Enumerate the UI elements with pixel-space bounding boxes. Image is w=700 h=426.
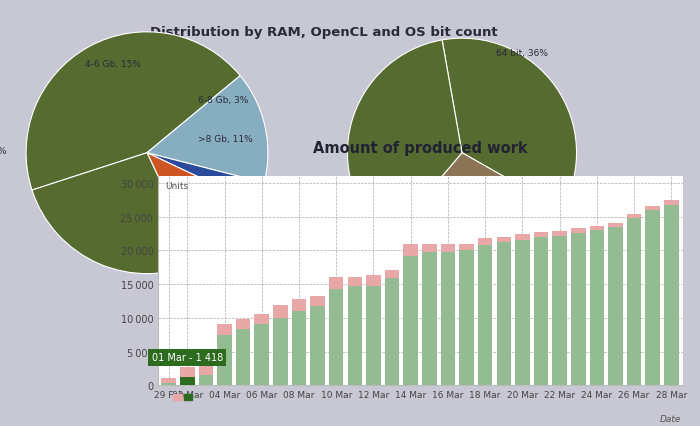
Bar [533,237,548,386]
Bar [183,394,192,400]
Text: Distribution by RAM, OpenCL and OS bit count: Distribution by RAM, OpenCL and OS bit c… [150,26,498,39]
Bar [422,253,437,386]
Bar [478,239,492,245]
Bar [162,383,176,386]
Text: 01 Mar - 1 418: 01 Mar - 1 418 [152,353,223,363]
Bar [664,201,678,205]
Wedge shape [26,33,240,191]
Bar [385,279,399,386]
Bar [608,223,623,227]
Text: 6-8 Gb, 3%: 6-8 Gb, 3% [198,96,248,105]
Bar [571,233,585,386]
Text: 4-6 Gb, 15%: 4-6 Gb, 15% [85,60,141,69]
Bar [199,361,214,375]
Bar [645,206,660,210]
Bar [496,243,511,386]
Bar [366,276,381,286]
Bar [441,253,455,386]
Bar [626,214,641,219]
Bar [422,245,437,253]
Wedge shape [147,153,256,262]
Wedge shape [347,41,462,240]
Bar [255,314,269,324]
Bar [589,226,604,230]
Bar [515,235,530,240]
Bar [515,240,530,386]
Text: >8 Gb, 11%: >8 Gb, 11% [198,134,253,143]
Bar [329,289,344,386]
Bar [552,231,567,236]
Bar [292,311,307,386]
Bar [217,335,232,386]
Bar [273,318,288,386]
Bar [180,367,195,377]
Bar [459,251,474,386]
Bar [608,227,623,386]
Bar [180,367,195,377]
Bar [496,237,511,243]
Wedge shape [32,153,199,274]
Text: Date: Date [660,414,682,423]
Bar [441,245,455,253]
Bar [180,377,195,386]
Bar [348,278,362,286]
Wedge shape [147,153,264,205]
Bar [403,245,418,256]
Wedge shape [442,39,577,210]
Bar [236,319,251,329]
Bar [329,278,344,289]
Text: 2-4 Gb, 44%: 2-4 Gb, 44% [0,147,7,155]
Bar [478,245,492,386]
Bar [626,219,641,386]
Wedge shape [388,153,561,268]
Wedge shape [147,77,268,183]
Bar [366,286,381,386]
Bar [273,305,288,318]
Bar [533,232,548,237]
Bar [217,324,232,335]
Bar [385,271,399,279]
Bar [162,378,176,383]
Bar [403,256,418,386]
Text: Amount of produced work: Amount of produced work [313,141,527,156]
Bar [664,205,678,386]
Bar [236,329,251,386]
Bar [459,245,474,251]
Text: Units: Units [165,182,188,191]
Bar [292,299,307,311]
Bar [255,324,269,386]
Bar [645,210,660,386]
Bar [310,296,325,307]
Bar [310,307,325,386]
Bar [348,286,362,386]
Bar [174,394,182,400]
Bar [199,375,214,386]
Bar [552,236,567,386]
Bar [180,377,195,386]
Text: 64 bit, 36%: 64 bit, 36% [496,49,548,58]
Bar [571,229,585,233]
Bar [589,230,604,386]
